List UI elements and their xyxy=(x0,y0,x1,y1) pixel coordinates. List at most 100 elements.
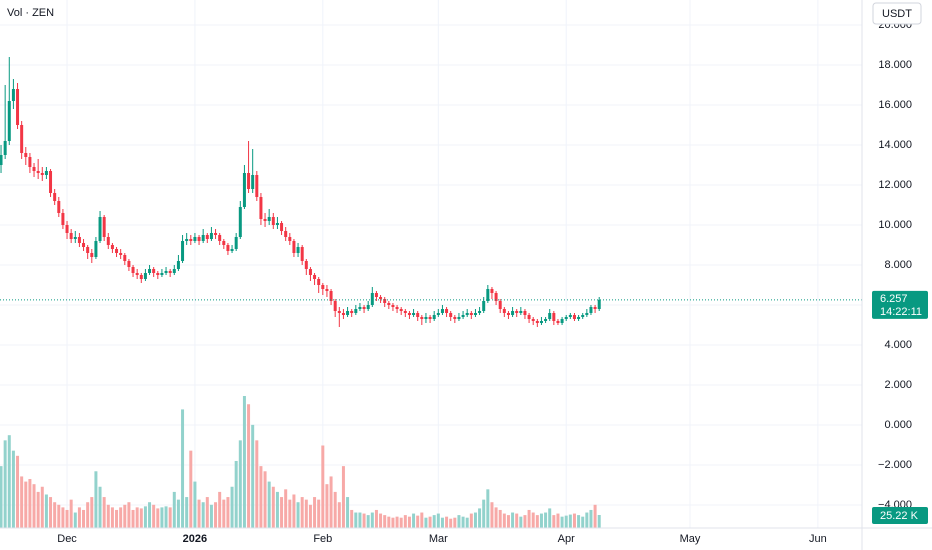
candle-body xyxy=(593,307,597,309)
candle-body xyxy=(453,317,457,319)
volume-bar xyxy=(494,507,498,528)
volume-bar xyxy=(32,484,36,528)
volume-bar xyxy=(325,484,329,528)
candle-body xyxy=(469,313,473,315)
volume-bar xyxy=(110,507,114,528)
volume-bar xyxy=(395,516,399,528)
candle-body xyxy=(3,141,7,155)
volume-bar xyxy=(432,515,436,528)
volume-bar xyxy=(407,516,411,528)
candle-body xyxy=(209,233,213,239)
volume-bar xyxy=(271,486,275,528)
volume-bar xyxy=(461,516,465,528)
volume-bar xyxy=(53,502,57,528)
candle-body xyxy=(0,155,3,165)
candle-body xyxy=(205,235,209,239)
candle-body xyxy=(370,293,374,305)
volume-bar xyxy=(333,491,337,528)
candle-body xyxy=(457,317,461,319)
volume-bar xyxy=(490,502,494,528)
candle-body xyxy=(20,125,24,153)
countdown-label: 14:22:11 xyxy=(880,306,922,318)
volume-bar xyxy=(267,481,271,528)
candle-body xyxy=(420,317,424,319)
candle-body xyxy=(255,175,259,197)
volume-bar xyxy=(226,497,230,528)
candle-body xyxy=(49,171,53,193)
volume-bar xyxy=(486,489,490,528)
candle-body xyxy=(548,313,552,319)
candle-body xyxy=(65,225,69,233)
volume-bar xyxy=(259,466,263,528)
x-tick-label: 2026 xyxy=(183,533,207,545)
candle-body xyxy=(259,197,263,219)
candle-body xyxy=(131,267,135,273)
currency-button[interactable] xyxy=(872,2,922,25)
candle-body xyxy=(77,237,81,243)
volume-bar xyxy=(247,404,251,528)
volume-bar xyxy=(502,513,506,528)
candle-body xyxy=(98,217,102,241)
volume-bar xyxy=(127,502,131,528)
candle-body xyxy=(263,219,267,221)
candle-body xyxy=(473,313,477,315)
volume-bar xyxy=(57,504,61,528)
candle-body xyxy=(333,301,337,311)
candle-body xyxy=(32,167,36,171)
currency-label[interactable]: USDT xyxy=(882,8,912,20)
volume-bar xyxy=(478,508,482,528)
price-label: 6.257 xyxy=(880,293,908,305)
volume-bar xyxy=(148,502,152,528)
volume-bar xyxy=(506,515,510,528)
volume-bar xyxy=(350,509,354,528)
volume-bar xyxy=(28,479,32,528)
volume-bar xyxy=(387,516,391,528)
candle-body xyxy=(544,319,548,321)
volume-bar xyxy=(296,502,300,528)
candle-body xyxy=(515,311,519,313)
candle-body xyxy=(329,291,333,301)
candle-body xyxy=(40,173,44,175)
volume-bar xyxy=(86,502,90,528)
volume-bar xyxy=(515,513,519,528)
volume-bar xyxy=(556,513,560,528)
volume-bar xyxy=(383,515,387,528)
candle-body xyxy=(69,233,73,239)
candle-body xyxy=(139,275,143,279)
candle-body xyxy=(288,237,292,241)
candle-body xyxy=(284,231,288,237)
volume-bar xyxy=(77,507,81,528)
volume-label-box xyxy=(872,506,928,524)
candle-body xyxy=(568,315,572,317)
candle-body xyxy=(585,313,589,315)
volume-bar xyxy=(374,509,378,528)
volume-bar xyxy=(358,512,362,528)
volume-bar xyxy=(69,499,73,528)
volume-label: 25.22 K xyxy=(880,510,919,522)
candle-body xyxy=(589,307,593,313)
volume-bar xyxy=(214,502,218,528)
candle-body xyxy=(391,305,395,307)
candle-body xyxy=(234,237,238,249)
candle-body xyxy=(90,253,94,257)
volume-bar xyxy=(593,504,597,528)
volume-bar xyxy=(440,517,444,528)
candle-body xyxy=(490,289,494,293)
candle-body xyxy=(362,307,366,309)
candle-body xyxy=(440,309,444,313)
volume-bar xyxy=(90,497,94,528)
candle-body xyxy=(325,289,329,291)
volume-bar xyxy=(44,494,48,528)
volume-bar xyxy=(523,515,527,528)
volume-bar xyxy=(337,502,341,528)
volume-bar xyxy=(531,512,535,528)
candle-body xyxy=(86,247,90,253)
candle-body xyxy=(247,173,251,189)
candle-body xyxy=(176,261,180,269)
candle-body xyxy=(572,315,576,319)
volume-bar xyxy=(238,440,242,528)
x-tick-label: Mar xyxy=(429,533,448,545)
candle-body xyxy=(143,273,147,279)
volume-bar xyxy=(189,450,193,528)
